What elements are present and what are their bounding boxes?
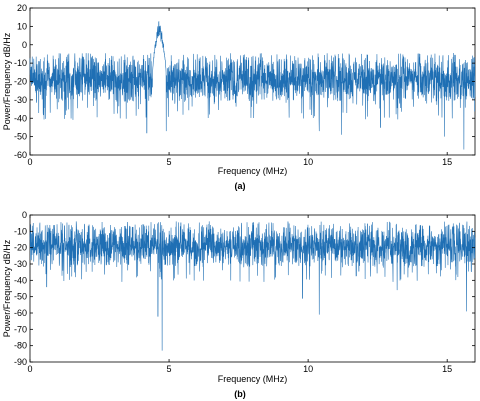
x-tick-label: 10 bbox=[303, 364, 313, 374]
spectrum-line bbox=[29, 221, 476, 351]
y-tick-label: -30 bbox=[14, 95, 27, 105]
x-ticks-a: 0 5 10 15 bbox=[27, 8, 452, 167]
x-axis-label-b: Frequency (MHz) bbox=[218, 374, 288, 384]
panel-caption-b: (b) bbox=[234, 389, 246, 399]
y-axis-label-b: Power/Frequency dB/Hz bbox=[2, 239, 12, 337]
x-tick-label: 5 bbox=[167, 157, 172, 167]
y-tick-label: -50 bbox=[14, 132, 27, 142]
x-tick-label: 15 bbox=[442, 157, 452, 167]
y-ticks-a: -60 -50 -40 -30 -20 -10 0 10 20 bbox=[14, 3, 475, 160]
x-ticks-b: 0 5 10 15 bbox=[27, 215, 452, 374]
y-tick-label: -90 bbox=[14, 357, 27, 367]
chart-panel-a: -60 -50 -40 -30 -20 -10 0 10 20 0 5 10 15 Frequency… bbox=[2, 3, 476, 191]
y-tick-label: -70 bbox=[14, 324, 27, 334]
x-tick-label: 0 bbox=[27, 157, 32, 167]
y-tick-label: 0 bbox=[22, 40, 27, 50]
y-tick-label: -20 bbox=[14, 243, 27, 253]
y-tick-label: -80 bbox=[14, 341, 27, 351]
y-tick-label: -50 bbox=[14, 292, 27, 302]
series-layer-b bbox=[29, 221, 476, 351]
y-tick-label: -40 bbox=[14, 275, 27, 285]
y-axis-label-a: Power/Frequency dB/Hz bbox=[2, 32, 12, 130]
x-axis-label-a: Frequency (MHz) bbox=[218, 166, 288, 176]
y-tick-label: -60 bbox=[14, 150, 27, 160]
y-tick-label: 0 bbox=[22, 210, 27, 220]
y-tick-label: 10 bbox=[17, 21, 27, 31]
y-tick-label: -60 bbox=[14, 308, 27, 318]
y-tick-label: -30 bbox=[14, 259, 27, 269]
panel-caption-a: (a) bbox=[235, 181, 246, 191]
spectrum-line bbox=[29, 21, 476, 150]
y-ticks-b: -90 -80 -70 -60 -50 -40 -30 -20 -10 0 bbox=[14, 210, 475, 367]
y-tick-label: -10 bbox=[14, 226, 27, 236]
x-tick-label: 0 bbox=[27, 364, 32, 374]
y-tick-label: -10 bbox=[14, 58, 27, 68]
x-tick-label: 10 bbox=[303, 157, 313, 167]
y-tick-label: -40 bbox=[14, 113, 27, 123]
chart-panel-b: -90 -80 -70 -60 -50 -40 -30 -20 -10 0 0 5 10 15 Freq… bbox=[2, 210, 476, 399]
y-tick-label: -20 bbox=[14, 77, 27, 87]
x-tick-label: 5 bbox=[167, 364, 172, 374]
x-tick-label: 15 bbox=[442, 364, 452, 374]
y-tick-label: 20 bbox=[17, 3, 27, 13]
series-layer-a bbox=[29, 21, 476, 150]
